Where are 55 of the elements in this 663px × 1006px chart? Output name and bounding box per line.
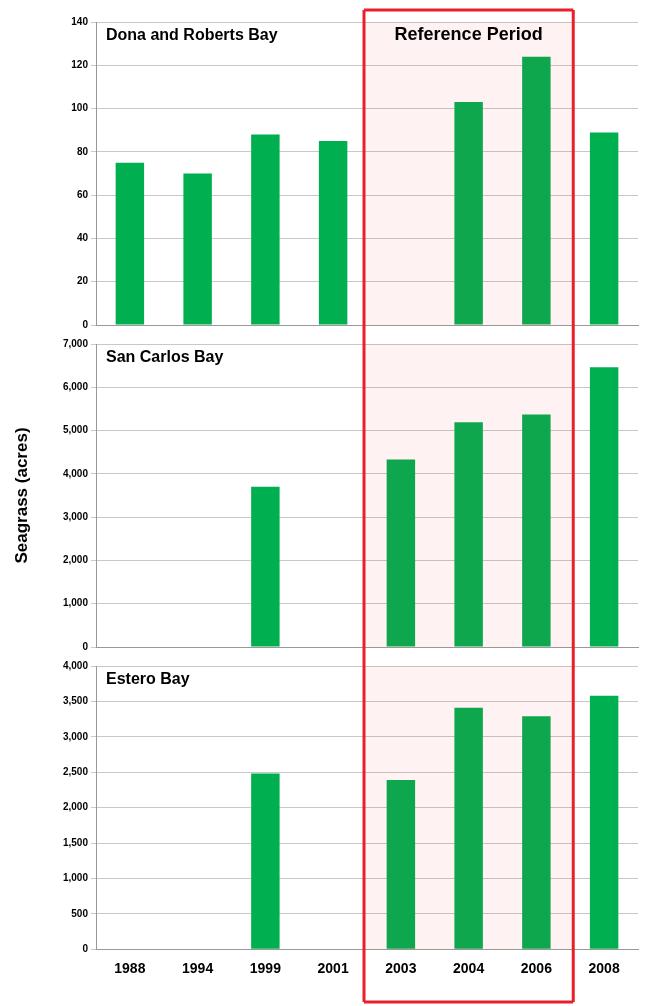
bar <box>251 486 280 647</box>
y-tick-label: 4,000 <box>62 659 89 671</box>
bar <box>522 414 551 647</box>
y-tick-label: 140 <box>71 15 89 27</box>
y-tick-label: 6,000 <box>62 381 89 393</box>
y-tick-label: 40 <box>76 232 89 244</box>
y-tick-label: 500 <box>71 907 89 919</box>
y-tick-label: 0 <box>82 318 89 330</box>
bar <box>589 132 619 325</box>
y-tick-label: 1,000 <box>62 872 89 884</box>
y-tick-label: 80 <box>76 145 89 157</box>
y-tick-label: 2,500 <box>62 765 89 777</box>
y-tick-label: 3,000 <box>62 730 89 742</box>
bar <box>522 56 551 325</box>
y-axis-title: Seagrass (acres) <box>11 427 31 564</box>
x-tick-label: 2003 <box>385 960 417 977</box>
y-tick-label: 120 <box>71 59 89 71</box>
bar <box>589 367 619 647</box>
x-tick-label: 2006 <box>520 960 553 977</box>
chart-title: San Carlos Bay <box>106 348 224 366</box>
chart-title: Dona and Roberts Bay <box>106 26 278 44</box>
y-tick-label: 60 <box>76 188 89 200</box>
y-tick-label: 3,500 <box>62 695 89 707</box>
y-tick-label: 5,000 <box>62 424 89 436</box>
y-tick-label: 1,000 <box>62 597 89 609</box>
y-tick-label: 2,000 <box>62 801 89 813</box>
band-label: Reference Period <box>394 23 543 44</box>
y-tick-label: 0 <box>82 942 89 954</box>
x-tick-label: 1988 <box>114 960 146 977</box>
y-tick-label: 1,500 <box>62 836 89 848</box>
bar <box>251 134 280 325</box>
y-tick-label: 100 <box>71 102 89 114</box>
x-tick-label: 2008 <box>588 960 620 977</box>
bar <box>454 422 483 647</box>
bar <box>386 459 416 647</box>
bar <box>454 707 483 949</box>
bar <box>318 141 348 325</box>
y-tick-label: 0 <box>82 640 89 652</box>
x-tick-label: 2004 <box>453 960 485 977</box>
y-tick-label: 4,000 <box>62 467 89 479</box>
x-tick-label: 1994 <box>182 960 214 977</box>
bar <box>251 773 280 949</box>
y-tick-label: 20 <box>76 275 89 287</box>
bar <box>589 695 619 949</box>
bar <box>522 716 551 949</box>
y-tick-label: 3,000 <box>62 510 89 522</box>
chart-title: Estero Bay <box>106 670 190 688</box>
x-tick-label: 1999 <box>249 960 282 977</box>
y-tick-label: 7,000 <box>62 337 89 349</box>
bar <box>386 779 416 949</box>
bar <box>115 162 145 325</box>
x-tick-label: 2001 <box>317 960 349 977</box>
y-tick-label: 2,000 <box>62 554 89 566</box>
bar <box>454 102 483 325</box>
bar <box>183 173 212 325</box>
